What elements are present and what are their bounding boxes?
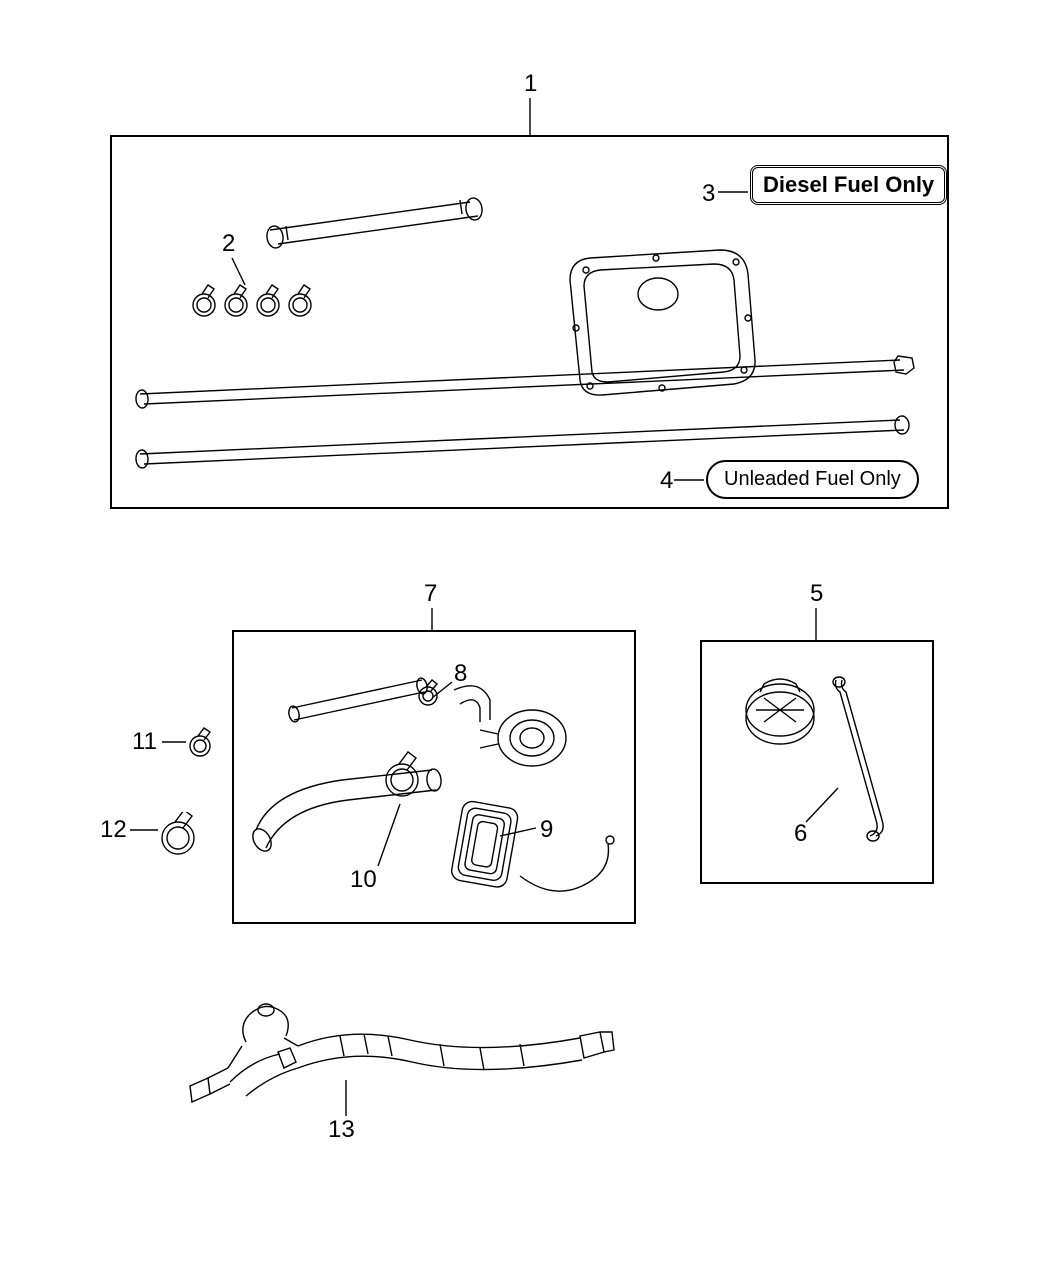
diagram-sheet: Diesel Fuel Only Unleaded Fuel Only bbox=[0, 0, 1050, 1275]
leaders bbox=[0, 0, 1050, 1275]
